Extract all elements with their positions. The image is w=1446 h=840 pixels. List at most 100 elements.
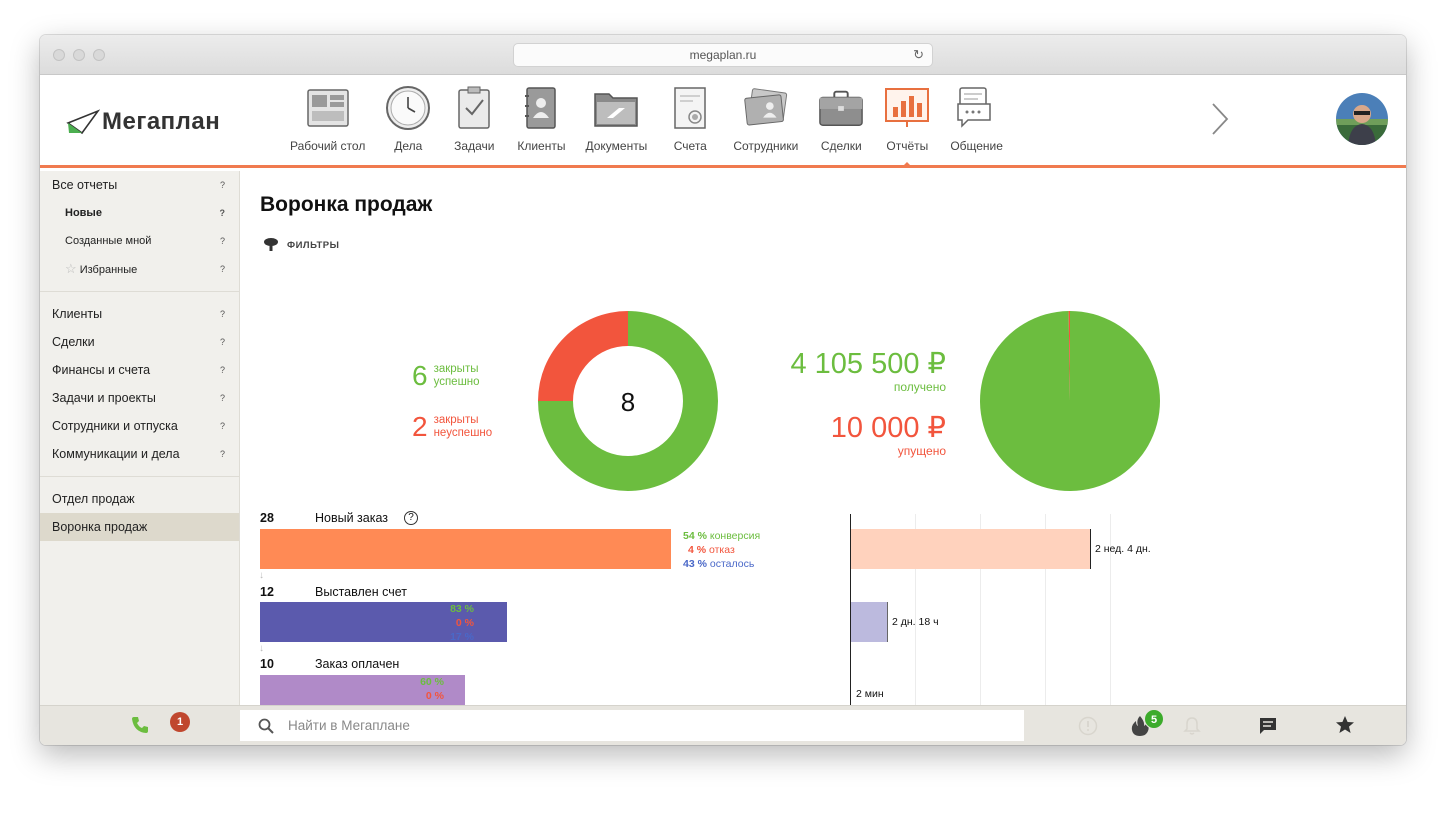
nav-item-desktop[interactable]: Рабочий стол — [280, 85, 375, 161]
deals-donut-chart: 8 — [538, 311, 718, 491]
sidebar-divider — [40, 291, 239, 292]
remaining-value: 43 % — [683, 558, 707, 570]
help-icon[interactable]: ? — [219, 393, 225, 403]
sidebar-item-communications[interactable]: Коммуникации и дела ? — [40, 440, 239, 468]
hot-items-badge[interactable]: 5 — [1144, 709, 1164, 729]
megaplan-logo[interactable]: Мегаплан — [66, 105, 220, 139]
nav-item-documents[interactable]: Документы — [575, 85, 657, 161]
phone-icon[interactable] — [130, 715, 150, 740]
nav-item-employees[interactable]: Сотрудники — [723, 85, 808, 161]
reports-sidebar: Все отчеты ? Новые ? Созданные мной ? ☆ … — [40, 171, 240, 705]
sidebar-item-all-reports[interactable]: Все отчеты ? — [40, 171, 239, 199]
sidebar-item-label: Все отчеты — [52, 178, 118, 192]
star-outline-icon: ☆ — [65, 261, 77, 276]
closed-success-count: 6 — [412, 360, 428, 391]
remaining-value: 17 % — [450, 631, 474, 643]
funnel-bar — [260, 675, 465, 705]
closed-fail-line1: закрыты — [433, 414, 479, 426]
help-icon[interactable]: ? — [219, 309, 225, 319]
zoom-window-button[interactable] — [93, 49, 105, 61]
help-icon[interactable]: ? — [219, 208, 226, 218]
conversion-value: 83 % — [450, 603, 474, 615]
sidebar-item-finance[interactable]: Финансы и счета ? — [40, 356, 239, 384]
stage-conversion-stats: 60 % 0 % — [410, 675, 444, 703]
pie-slice-failure — [1068, 311, 1070, 401]
closed-fail-line2: неуспешно — [433, 427, 493, 439]
sidebar-item-new[interactable]: Новые ? — [40, 199, 239, 227]
id-cards-icon — [743, 85, 789, 131]
remaining-label: осталось — [709, 558, 755, 570]
user-avatar[interactable] — [1336, 93, 1388, 145]
bell-icon[interactable] — [1183, 716, 1201, 741]
help-icon[interactable]: ? — [219, 236, 225, 246]
help-circle-icon[interactable]: ? — [404, 511, 419, 525]
sidebar-item-created-by-me[interactable]: Созданные мной ? — [40, 227, 239, 255]
nav-item-reports[interactable]: Отчёты — [874, 85, 940, 168]
chat-icon — [954, 85, 1000, 131]
nav-label: Счета — [673, 139, 707, 153]
timeline-axis — [850, 514, 851, 705]
timeline-gridline — [915, 514, 916, 705]
missed-calls-badge[interactable]: 1 — [170, 712, 190, 732]
sidebar-item-sales-funnel[interactable]: Воронка продаж — [40, 513, 239, 541]
minimize-window-button[interactable] — [73, 49, 85, 61]
flame-icon[interactable] — [1130, 715, 1150, 742]
arrow-down-icon: ↓ — [259, 643, 264, 654]
sidebar-item-label: Клиенты — [52, 307, 103, 321]
address-book-icon — [518, 85, 564, 131]
sidebar-item-employees-vacations[interactable]: Сотрудники и отпуска ? — [40, 412, 239, 440]
bottom-bar: 1 5 — [40, 705, 1406, 745]
address-bar[interactable]: megaplan.ru ↻ — [513, 43, 933, 67]
stage-conversion-stats: 54 % конверсия 4 % отказ 43 % осталось — [670, 529, 820, 571]
help-icon[interactable]: ? — [219, 421, 225, 431]
nav-item-communication[interactable]: Общение — [940, 85, 1013, 161]
sidebar-item-favorites[interactable]: ☆ Избранные ? — [40, 255, 239, 283]
sidebar-item-clients[interactable]: Клиенты ? — [40, 300, 239, 328]
duration-label: 2 нед. 4 дн. — [1095, 543, 1151, 555]
search-input[interactable] — [288, 718, 888, 733]
sidebar-item-sales-department[interactable]: Отдел продаж — [40, 485, 239, 513]
reload-icon[interactable]: ↻ — [913, 47, 924, 62]
help-icon[interactable]: ? — [219, 337, 225, 347]
desktop-icon — [305, 85, 351, 131]
folder-icon — [593, 85, 639, 131]
help-icon[interactable]: ? — [219, 264, 225, 274]
main-nav: Рабочий стол Дела Задачи Клиенты — [280, 85, 1013, 168]
stage-count: 28 — [260, 511, 274, 525]
stage-name: Выставлен счет — [315, 585, 407, 599]
closed-success-line1: закрыты — [433, 363, 479, 375]
conversion-value: 60 % — [420, 676, 444, 688]
stage-name: Новый заказ — [315, 511, 389, 525]
closed-fail-count: 2 — [412, 411, 428, 442]
nav-item-deals[interactable]: Сделки — [808, 85, 874, 161]
filters-toggle[interactable]: ФИЛЬТРЫ — [263, 237, 339, 253]
pie-slice-success — [538, 311, 718, 491]
nav-item-tasks[interactable]: Задачи — [441, 85, 507, 161]
nav-item-tasks-deals[interactable]: Дела — [375, 85, 441, 161]
sidebar-item-label: Задачи и проекты — [52, 391, 156, 405]
global-search[interactable] — [240, 710, 1024, 741]
nav-label: Клиенты — [517, 139, 566, 153]
stage-count: 12 — [260, 585, 274, 599]
nav-label: Рабочий стол — [290, 139, 366, 153]
messages-icon[interactable] — [1258, 716, 1278, 741]
help-icon[interactable]: ? — [219, 180, 225, 190]
timeline-gridline — [980, 514, 981, 705]
browser-window: megaplan.ru ↻ Мегаплан Рабочий стол — [40, 35, 1406, 745]
nav-item-invoices[interactable]: Счета — [657, 85, 723, 161]
duration-bar — [851, 529, 1091, 569]
stage-duration-timeline: 2 нед. 4 дн. 2 дн. 18 ч 2 мин — [850, 514, 1370, 705]
sidebar-item-label: Созданные мной — [65, 235, 152, 247]
refusal-label: отказ — [709, 544, 735, 556]
help-icon[interactable]: ? — [219, 365, 225, 375]
nav-item-clients[interactable]: Клиенты — [507, 85, 575, 161]
nav-label: Сотрудники — [733, 139, 799, 153]
help-icon[interactable]: ? — [219, 449, 225, 459]
nav-next-arrow-icon[interactable] — [1210, 101, 1230, 142]
close-window-button[interactable] — [53, 49, 65, 61]
donut-center-total: 8 — [621, 387, 635, 417]
sidebar-item-deals[interactable]: Сделки ? — [40, 328, 239, 356]
star-icon[interactable] — [1335, 715, 1355, 740]
sidebar-item-tasks-projects[interactable]: Задачи и проекты ? — [40, 384, 239, 412]
info-circle-icon[interactable] — [1078, 716, 1098, 741]
